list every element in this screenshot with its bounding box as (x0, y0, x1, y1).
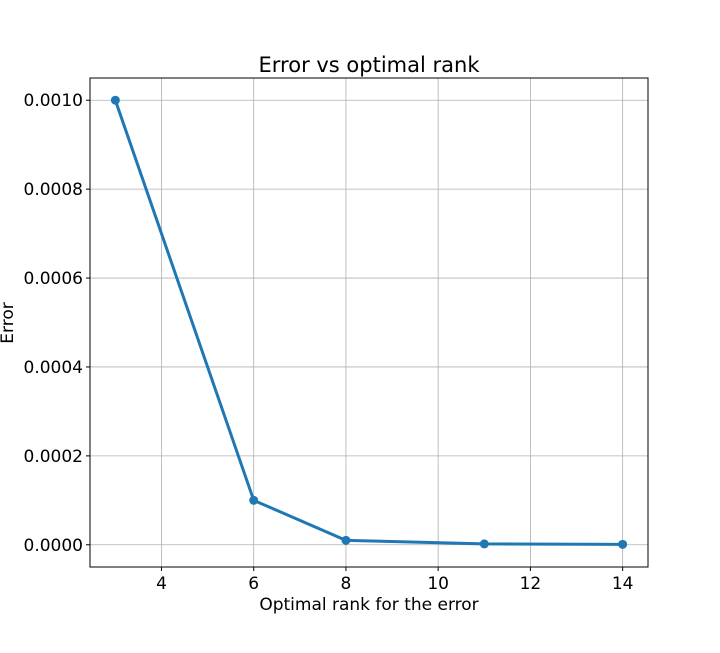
x-tick-label: 4 (156, 574, 167, 594)
data-point-marker (341, 535, 351, 545)
x-tick-label: 6 (248, 574, 259, 594)
x-axis-ticks: 4 6 8 10 12 14 (156, 567, 633, 594)
x-tick-label: 12 (520, 574, 542, 594)
x-tick-label: 14 (612, 574, 634, 594)
series-line (113, 98, 625, 546)
y-axis-ticks: 0.0000 0.0002 0.0004 0.0006 0.0008 0.0010 (24, 91, 90, 556)
y-tick-label: 0.0000 (24, 536, 83, 556)
x-tick-label: 8 (341, 574, 352, 594)
y-tick-label: 0.0010 (24, 91, 83, 111)
chart-title: Error vs optimal rank (259, 53, 481, 77)
x-tick-label: 10 (427, 574, 449, 594)
series-line-layer (110, 95, 628, 549)
data-point-marker (618, 539, 628, 549)
y-tick-label: 0.0008 (24, 180, 83, 200)
axes-frame (89, 77, 649, 568)
y-tick-label: 0.0002 (24, 447, 83, 467)
y-tick-label: 0.0006 (24, 269, 83, 289)
grid-lines (90, 78, 648, 567)
data-point-marker (249, 495, 259, 505)
y-tick-label: 0.0004 (24, 358, 83, 378)
data-point-marker (479, 539, 489, 549)
x-axis-label: Optimal rank for the error (259, 595, 478, 615)
data-point-marker (110, 95, 120, 105)
y-axis-label: Error (0, 302, 18, 343)
